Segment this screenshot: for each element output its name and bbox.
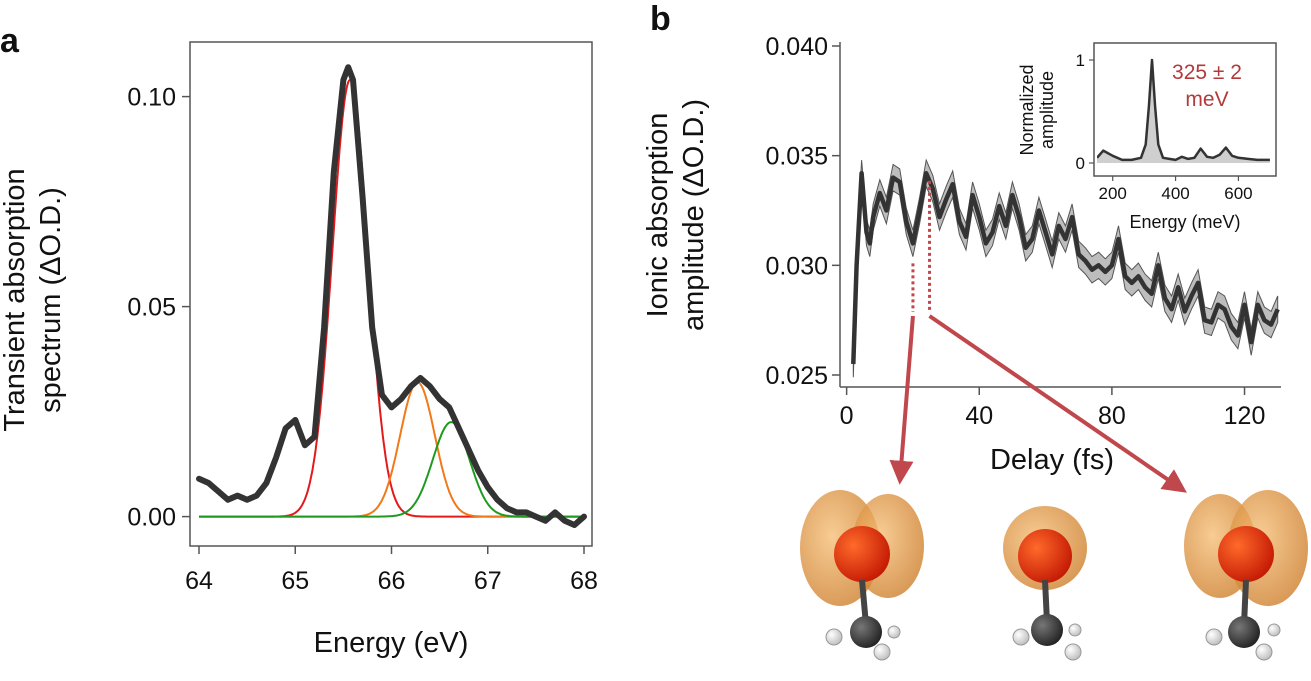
molecule-3: [1184, 490, 1308, 661]
inset-y-tick-label: 0: [1076, 154, 1085, 173]
ionic-amplitude-line: [851, 170, 1280, 365]
inset-ylabel-line2: amplitude: [1037, 71, 1057, 149]
chart-b-xlabel: Delay (fs): [990, 444, 1114, 476]
chart-a-frame: [189, 41, 593, 547]
chart-b-ylabel-line2: amplitude (ΔO.D.): [678, 99, 710, 331]
carbon-atom: [1031, 614, 1063, 646]
chart-b-ylabel-line1: Ionic absorption: [642, 113, 674, 318]
y-tick-label: 0.05: [127, 294, 176, 322]
chart-b-inset: 200 400 600 0 1 Energy (meV) Normalized ampl…: [1017, 42, 1277, 232]
x-tick-label: 64: [185, 567, 213, 595]
x-tick-label: 80: [1098, 402, 1126, 430]
y-tick-label: 0.10: [127, 84, 176, 112]
panel-label-a: a: [0, 22, 20, 60]
fit-red-line: [199, 78, 584, 518]
molecule-2: [1003, 506, 1087, 661]
carbon-atom: [850, 616, 882, 648]
x-tick-label: 66: [378, 567, 406, 595]
hydrogen-atom: [887, 625, 901, 639]
chart-a-ylabel-line2: spectrum (ΔO.D.): [35, 187, 67, 413]
panel-label-b: b: [650, 0, 671, 38]
inset-ylabel-line1: Normalized: [1017, 64, 1037, 155]
iodine-atom: [1018, 529, 1072, 583]
fit-green-line: [199, 421, 584, 518]
hydrogen-atom: [1205, 628, 1223, 646]
carbon-atom: [1228, 616, 1260, 648]
inset-x-tick-label: 400: [1161, 184, 1189, 203]
inset-spectrum-line: [1097, 58, 1270, 162]
x-tick-label: 0: [840, 402, 854, 430]
inset-annotation-unit: meV: [1185, 88, 1228, 111]
measured-spectrum-line: [196, 64, 587, 528]
uncertainty-band: [852, 158, 1279, 378]
iodine-atom: [834, 526, 890, 582]
hydrogen-atom: [1267, 623, 1281, 637]
inset-xlabel: Energy (meV): [1129, 212, 1240, 232]
chart-a-xlabel: Energy (eV): [314, 627, 469, 659]
x-tick-label: 65: [281, 567, 309, 595]
hydrogen-atom: [1012, 628, 1030, 646]
hydrogen-atom: [1068, 623, 1082, 637]
y-tick-label: 0.025: [765, 362, 828, 390]
inset-annotation-value: 325 ± 2: [1172, 61, 1242, 84]
delay-arrow: [889, 315, 915, 485]
x-tick-label: 67: [474, 567, 502, 595]
y-tick-label: 0.00: [127, 504, 176, 532]
y-tick-label: 0.040: [765, 33, 828, 61]
x-tick-label: 120: [1224, 402, 1266, 430]
hydrogen-atom: [825, 628, 843, 646]
hydrogen-atom: [873, 643, 891, 661]
x-tick-label: 40: [965, 402, 993, 430]
molecule-1: [800, 490, 924, 661]
inset-x-tick-label: 200: [1099, 184, 1127, 203]
inset-y-tick-label: 1: [1076, 51, 1085, 70]
x-tick-label: 68: [570, 567, 598, 595]
chart-a: 64 65 66 67 68 0.00 0.05 0.10 Energy (eV) Trans…: [0, 41, 598, 659]
hydrogen-atom: [1255, 643, 1273, 661]
chart-a-ylabel-line1: Transient absorption: [0, 168, 31, 431]
y-tick-label: 0.030: [765, 252, 828, 280]
delay-arrow: [928, 314, 1187, 493]
iodine-atom: [1218, 526, 1274, 582]
y-tick-label: 0.035: [765, 143, 828, 171]
inset-x-tick-label: 600: [1224, 184, 1252, 203]
hydrogen-atom: [1064, 643, 1082, 661]
